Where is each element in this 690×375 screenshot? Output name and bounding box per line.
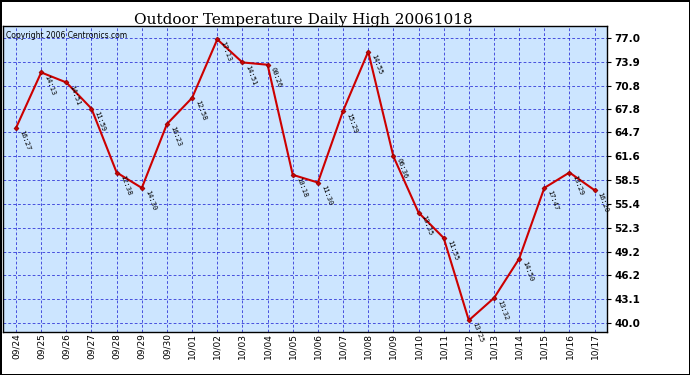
Text: 13:35: 13:35 bbox=[421, 214, 433, 236]
Text: 11:30: 11:30 bbox=[320, 184, 333, 206]
Text: 16:27: 16:27 bbox=[18, 129, 31, 151]
Text: 16:20: 16:20 bbox=[597, 192, 609, 214]
Text: 17:13: 17:13 bbox=[219, 41, 233, 63]
Text: 13:29: 13:29 bbox=[571, 174, 584, 196]
Text: 13:25: 13:25 bbox=[471, 322, 484, 344]
Text: Copyright 2006 Centronics.com: Copyright 2006 Centronics.com bbox=[6, 31, 128, 40]
Text: 15:29: 15:29 bbox=[345, 112, 358, 134]
Text: 14:50: 14:50 bbox=[521, 260, 534, 282]
Text: 00:26: 00:26 bbox=[270, 66, 283, 88]
Text: 12:58: 12:58 bbox=[194, 99, 207, 121]
Text: 14:55: 14:55 bbox=[371, 53, 383, 75]
Text: 13:32: 13:32 bbox=[496, 299, 509, 321]
Text: 14:51: 14:51 bbox=[244, 64, 257, 86]
Text: 12:38: 12:38 bbox=[119, 174, 132, 196]
Text: 14:13: 14:13 bbox=[43, 74, 56, 96]
Text: 16:23: 16:23 bbox=[169, 125, 182, 147]
Text: 17:47: 17:47 bbox=[546, 189, 560, 211]
Text: 06:36: 06:36 bbox=[395, 158, 408, 180]
Text: 14:51: 14:51 bbox=[68, 84, 81, 106]
Text: 14:30: 14:30 bbox=[144, 189, 157, 211]
Text: 10:18: 10:18 bbox=[295, 176, 308, 198]
Text: 11:55: 11:55 bbox=[446, 239, 459, 261]
Text: Outdoor Temperature Daily High 20061018: Outdoor Temperature Daily High 20061018 bbox=[135, 13, 473, 27]
Text: 11:59: 11:59 bbox=[94, 110, 106, 132]
